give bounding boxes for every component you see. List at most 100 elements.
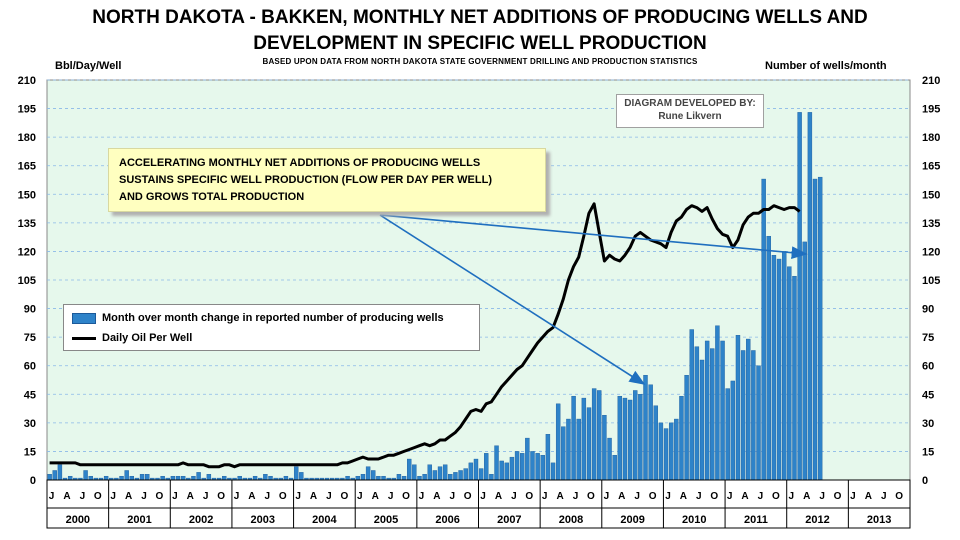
bar-wells-change (627, 399, 633, 481)
x-month-tick-label: A (248, 491, 255, 502)
bar-wells-change (412, 464, 417, 481)
x-month-tick-label: J (265, 491, 271, 502)
y-tick-label-right: 90 (922, 304, 934, 316)
y-tick-label-left: 60 (24, 361, 36, 373)
y-tick-label-right: 60 (922, 361, 934, 373)
y-tick-label-right: 135 (922, 218, 940, 230)
bar-wells-change (124, 470, 129, 481)
bar-wells-change (83, 470, 88, 481)
bar-wells-change (566, 418, 571, 481)
bar-wells-change (293, 466, 299, 481)
x-month-tick-label: O (279, 491, 287, 502)
chart-subtitle: BASED UPON DATA FROM NORTH DAKOTA STATE … (262, 57, 698, 66)
y-tick-label-right: 105 (922, 275, 940, 287)
bar-wells-change (761, 178, 766, 481)
x-year-label: 2009 (620, 514, 644, 526)
bar-wells-change (196, 472, 201, 481)
x-year-label: 2010 (682, 514, 706, 526)
legend-label-oil: Daily Oil Per Well (102, 332, 193, 344)
y-tick-label-right: 120 (922, 246, 940, 258)
bar-wells-change (525, 437, 530, 481)
bar-wells-change (478, 468, 484, 481)
annotation-line-1: ACCELERATING MONTHLY NET ADDITIONS OF PR… (119, 157, 481, 169)
x-month-tick-label: J (727, 491, 733, 502)
x-month-tick-label: J (573, 491, 579, 502)
bar-wells-change (545, 434, 551, 481)
x-month-tick-label: A (680, 491, 687, 502)
bar-wells-change (668, 422, 674, 481)
bar-wells-change (694, 346, 700, 481)
x-month-tick-label: A (372, 491, 379, 502)
x-year-label: 2012 (805, 514, 829, 526)
bar-wells-change (648, 384, 653, 481)
x-month-tick-label: J (141, 491, 147, 502)
x-year-label: 2013 (867, 514, 891, 526)
x-month-tick-label: A (125, 491, 132, 502)
bar-wells-change (787, 266, 792, 481)
y-tick-label-right: 165 (922, 161, 940, 173)
x-month-tick-label: J (758, 491, 764, 502)
bar-wells-change (180, 475, 186, 481)
bar-wells-change (638, 394, 643, 481)
y-tick-label-left: 105 (18, 275, 36, 287)
annotation-line-3: AND GROWS TOTAL PRODUCTION (119, 191, 305, 203)
credit-author: Rune Likvern (658, 111, 722, 122)
y-tick-label-right: 75 (922, 332, 934, 344)
x-month-tick-label: J (511, 491, 517, 502)
bar-wells-change (509, 456, 515, 481)
y-tick-label-left: 15 (24, 446, 36, 458)
bar-wells-change (222, 475, 227, 481)
x-month-tick-label: J (634, 491, 640, 502)
chart-title-line-2: DEVELOPMENT IN SPECIFIC WELL PRODUCTION (253, 33, 707, 54)
bar-wells-change (751, 350, 756, 481)
x-month-tick-label: A (187, 491, 194, 502)
legend-line-swatch (72, 336, 96, 340)
bar-wells-change (602, 415, 607, 481)
bar-wells-change (489, 474, 494, 481)
x-month-tick-label: J (357, 491, 363, 502)
x-month-tick-label: J (388, 491, 394, 502)
x-month-tick-label: J (234, 491, 240, 502)
x-year-label: 2001 (127, 514, 151, 526)
bar-wells-change (299, 472, 304, 481)
bar-wells-change (581, 397, 587, 481)
bar-wells-change (252, 475, 258, 481)
x-month-tick-label: A (310, 491, 317, 502)
bar-wells-change (448, 474, 453, 481)
bar-wells-change (494, 445, 499, 481)
annotation-line-2: SUSTAINS SPECIFIC WELL PRODUCTION (FLOW … (119, 174, 492, 186)
bar-wells-change (792, 275, 797, 481)
y-tick-label-right: 30 (922, 418, 934, 430)
legend-label-wells: Month over month change in reported numb… (102, 312, 444, 324)
x-month-tick-label: J (604, 491, 610, 502)
y-tick-label-left: 135 (18, 218, 36, 230)
bar-wells-change (520, 453, 525, 481)
x-year-label: 2008 (559, 514, 583, 526)
bar-wells-change (206, 474, 212, 481)
bar-wells-change (268, 475, 273, 481)
bar-wells-change (658, 422, 664, 481)
line-daily-oil-per-well (49, 202, 801, 469)
y-tick-label-right: 15 (922, 446, 934, 458)
x-year-label: 2002 (189, 514, 213, 526)
bar-wells-change (576, 418, 581, 481)
bar-wells-change (458, 470, 463, 481)
bar-wells-change (622, 397, 628, 481)
bar-wells-change (807, 112, 813, 481)
bar-wells-change (355, 475, 361, 481)
left-axis-label: Bbl/Day/Well (55, 60, 122, 72)
bar-wells-change (422, 474, 427, 481)
x-year-label: 2003 (251, 514, 275, 526)
x-month-tick-label: O (525, 491, 533, 502)
bar-wells-change (679, 395, 684, 481)
bar-wells-change (401, 475, 407, 481)
x-month-tick-label: J (326, 491, 332, 502)
bar-wells-change (776, 258, 782, 481)
x-month-tick-label: J (789, 491, 795, 502)
bar-wells-change (432, 470, 438, 481)
bar-wells-change (191, 475, 196, 481)
bar-wells-change (67, 475, 73, 481)
x-month-tick-label: J (419, 491, 425, 502)
bar-wells-change (817, 176, 823, 481)
chart-title-line-1: NORTH DAKOTA - BAKKEN, MONTHLY NET ADDIT… (92, 7, 868, 28)
